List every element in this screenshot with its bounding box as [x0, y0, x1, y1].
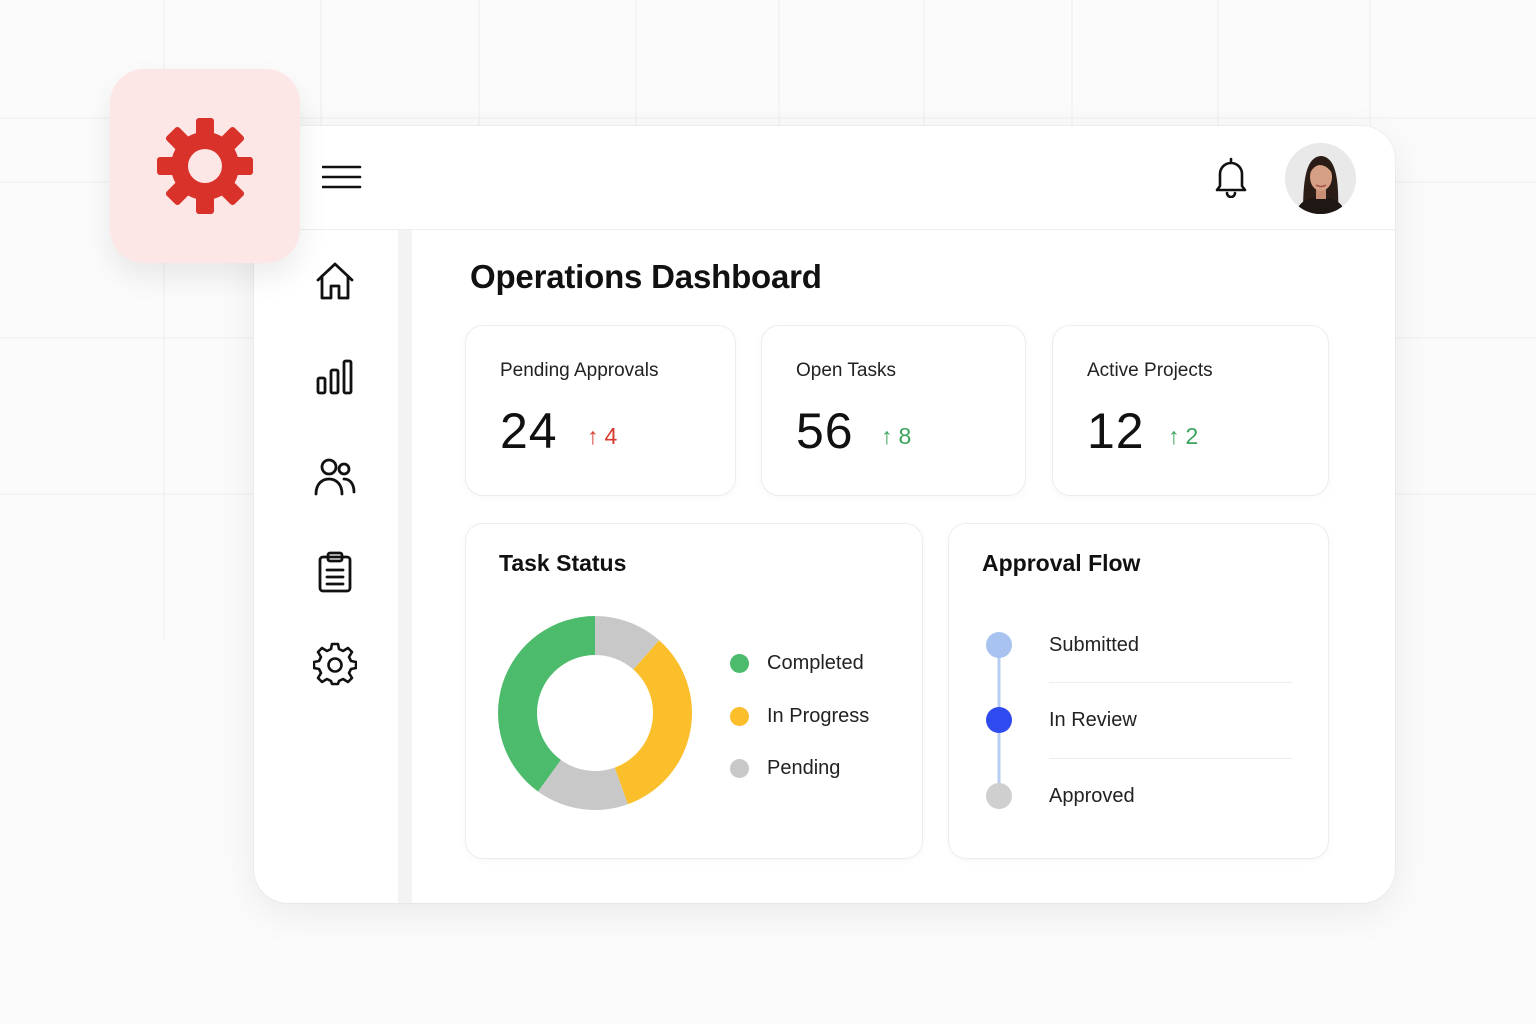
stat-card-pending-approvals[interactable]: Pending Approvals 24 ↑ 4	[465, 325, 736, 496]
task-status-donut-chart	[498, 616, 692, 810]
flow-step-submitted: Submitted	[1049, 634, 1140, 656]
arrow-up-icon: ↑	[1168, 423, 1180, 449]
card-title: Task Status	[499, 550, 627, 576]
flow-step-approved: Approved	[1049, 785, 1135, 807]
gear-icon	[313, 642, 357, 686]
sidebar-item-analytics[interactable]	[312, 354, 358, 400]
flow-node-in-review	[986, 707, 1012, 733]
legend-item-in-progress: In Progress	[730, 705, 869, 728]
stat-card-active-projects[interactable]: Active Projects 12 ↑ 2	[1052, 325, 1329, 496]
stat-delta: ↑ 4	[587, 423, 618, 449]
flow-node-submitted	[986, 632, 1012, 658]
legend-dot	[730, 707, 749, 726]
user-avatar[interactable]	[1285, 143, 1356, 214]
sidebar-item-tasks[interactable]	[312, 549, 358, 595]
dashboard-window: Operations Dashboard Pending Approvals 2…	[254, 126, 1395, 903]
flow-step-in-review: In Review	[1049, 709, 1137, 731]
bell-icon[interactable]	[1212, 156, 1250, 199]
sidebar-item-settings[interactable]	[312, 641, 358, 687]
donut-slice-in-progress	[614, 640, 692, 805]
main-content: Operations Dashboard Pending Approvals 2…	[426, 230, 1395, 903]
users-icon	[314, 458, 356, 496]
legend-dot	[730, 759, 749, 778]
stat-value: 56	[796, 403, 854, 459]
stat-value: 12	[1087, 403, 1145, 459]
stat-delta: ↑ 8	[881, 423, 912, 449]
home-icon	[316, 262, 354, 300]
arrow-up-icon: ↑	[881, 423, 893, 449]
gear-icon	[157, 118, 253, 214]
sidebar	[254, 230, 412, 903]
stat-label: Open Tasks	[796, 360, 896, 381]
stat-label: Active Projects	[1087, 360, 1213, 381]
bar-chart-icon	[316, 359, 353, 395]
legend-item-completed: Completed	[730, 652, 864, 675]
divider	[1049, 758, 1292, 759]
legend-item-pending: Pending	[730, 757, 840, 780]
task-status-card: Task Status Completed In Progress Pendin…	[465, 523, 923, 859]
stat-label: Pending Approvals	[500, 360, 659, 381]
top-bar	[254, 126, 1395, 230]
page-title: Operations Dashboard	[470, 258, 822, 295]
stat-card-open-tasks[interactable]: Open Tasks 56 ↑ 8	[761, 325, 1026, 496]
arrow-up-icon: ↑	[587, 423, 599, 449]
app-badge[interactable]	[110, 69, 300, 263]
sidebar-item-users[interactable]	[312, 454, 358, 500]
donut-slice-completed	[498, 616, 595, 792]
sidebar-item-home[interactable]	[312, 258, 358, 304]
legend-dot	[730, 654, 749, 673]
card-title: Approval Flow	[982, 550, 1141, 576]
avatar-portrait	[1285, 143, 1356, 214]
clipboard-icon	[318, 551, 352, 593]
stat-delta: ↑ 2	[1168, 423, 1199, 449]
flow-node-approved	[986, 783, 1012, 809]
donut-slice-pending	[537, 759, 628, 810]
stat-value: 24	[500, 403, 558, 459]
donut-slice-pending	[595, 616, 660, 670]
hamburger-menu-icon[interactable]	[321, 163, 362, 193]
approval-flow-card: Approval Flow Submitted In Review Approv…	[948, 523, 1329, 859]
divider	[1049, 682, 1292, 683]
